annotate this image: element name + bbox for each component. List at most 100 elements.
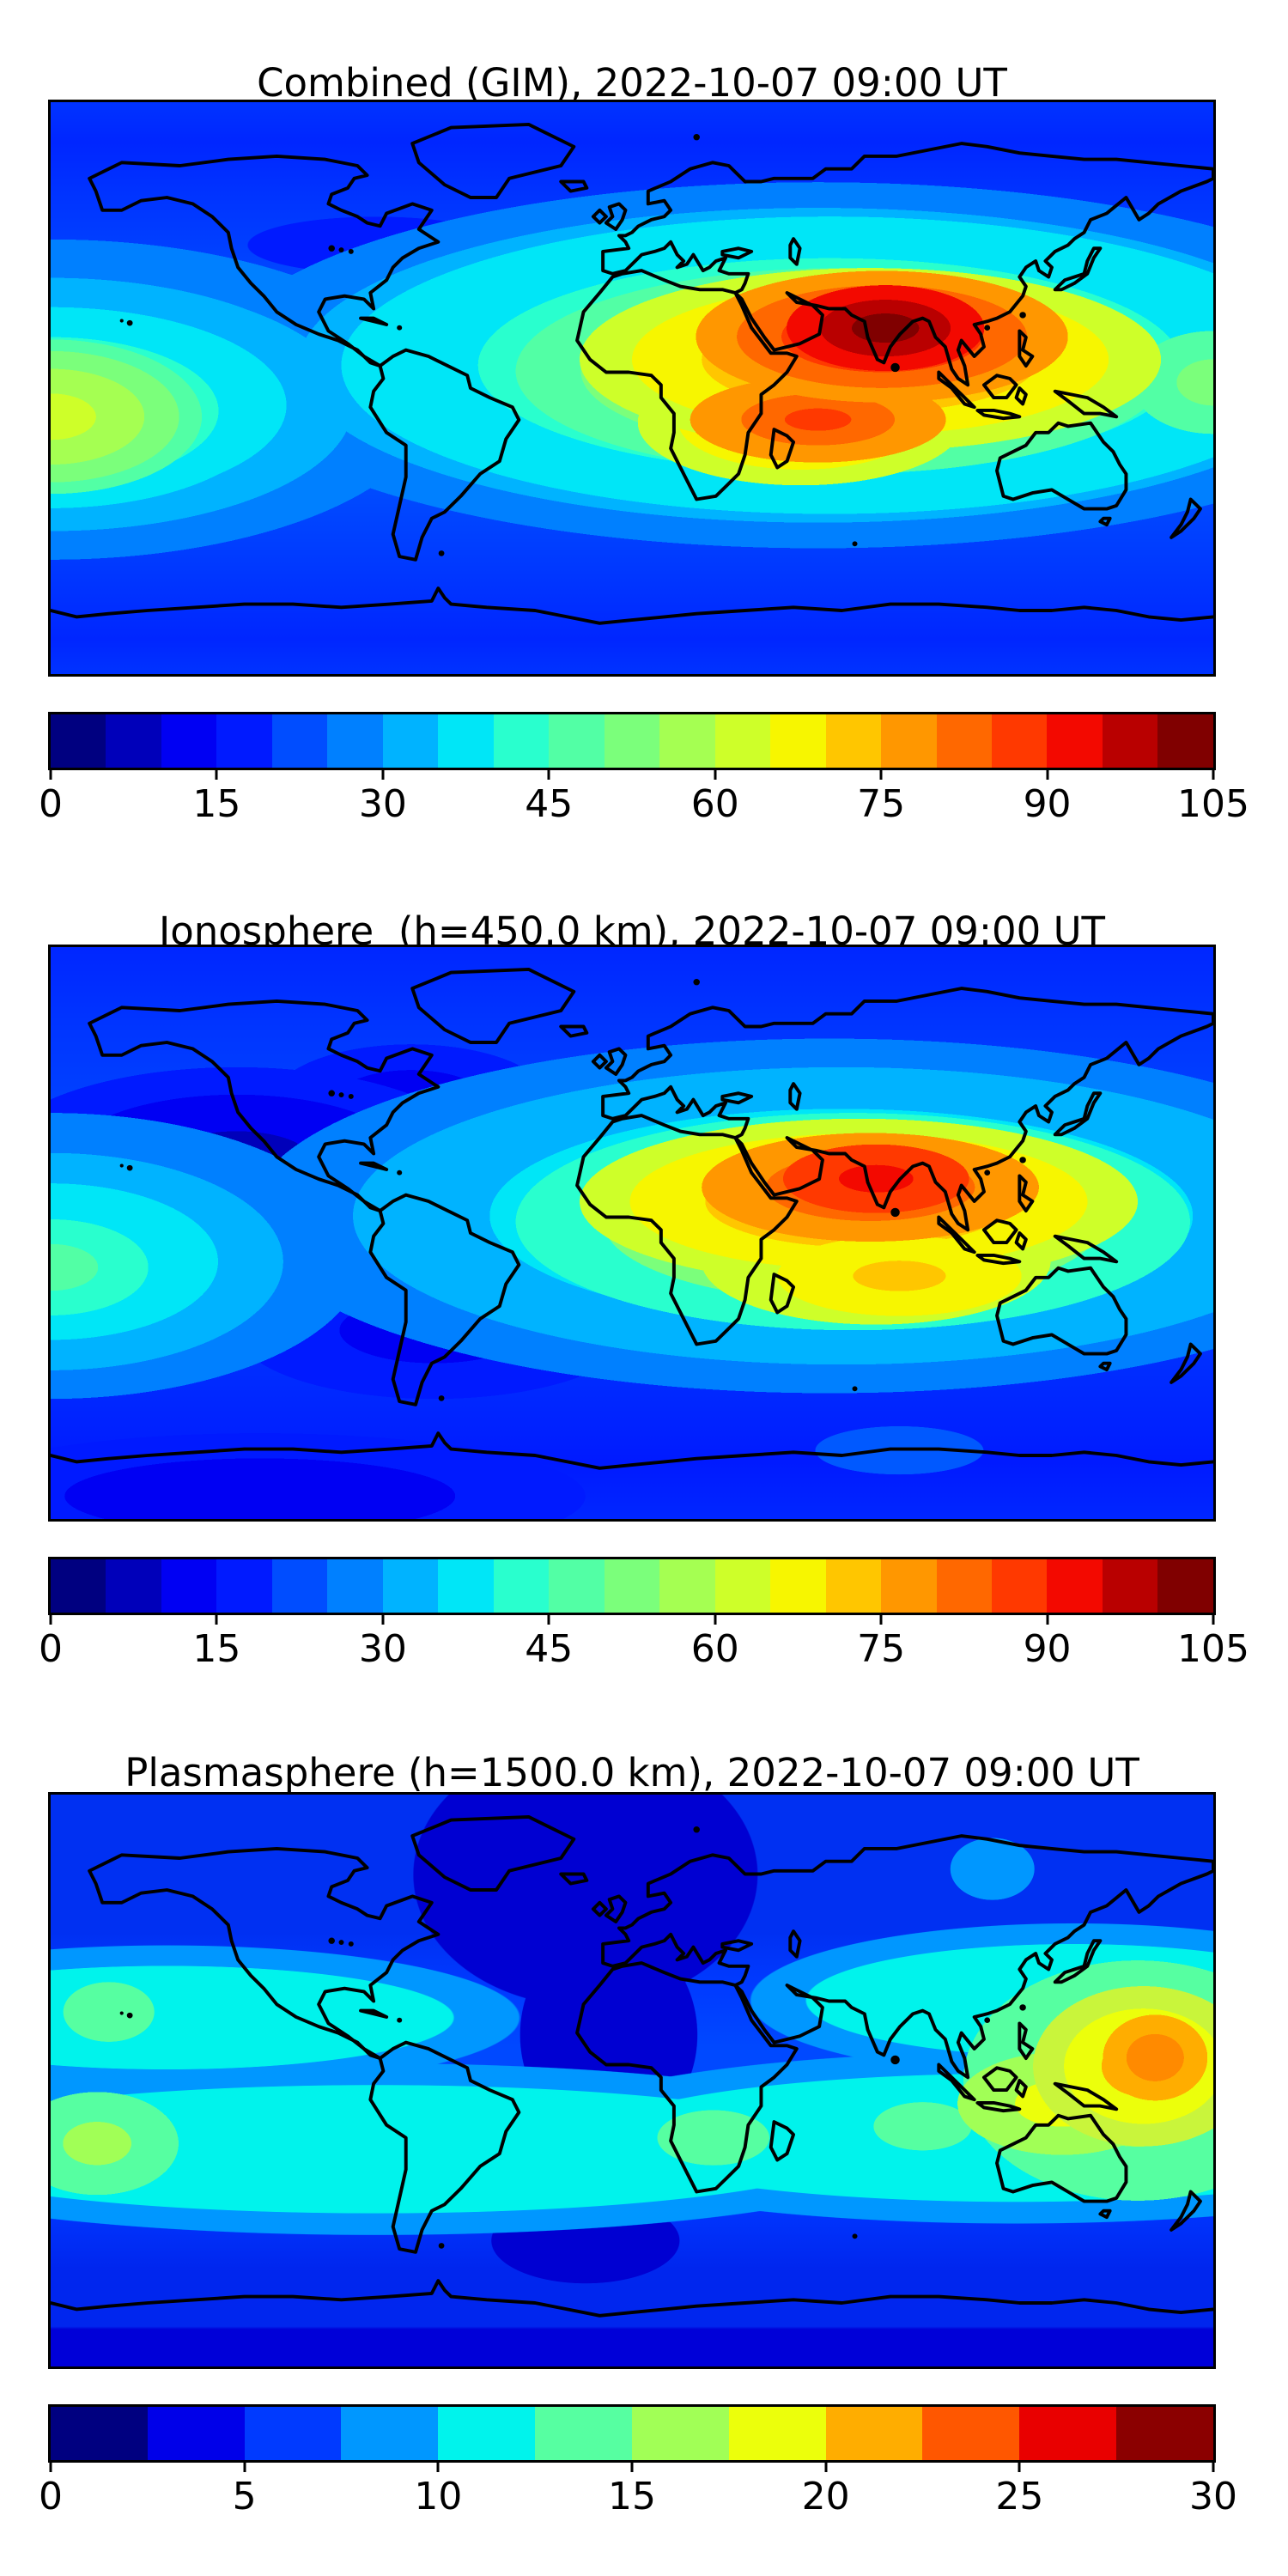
colorbar-tick — [243, 2460, 246, 2472]
colorbar-segment — [631, 2407, 729, 2460]
colorbar-tick-label: 15 — [192, 1627, 241, 1671]
colorbar-tick — [714, 1613, 717, 1625]
colorbar-ticks — [49, 2460, 1215, 2476]
colorbar-tick — [436, 2460, 440, 2472]
colorbar-segment — [161, 714, 217, 768]
colorbar-tick-label: 75 — [857, 1627, 906, 1671]
colorbar-segment — [825, 1559, 882, 1613]
colorbar-segment — [327, 1559, 383, 1613]
colorbar-segment — [438, 2407, 536, 2460]
colorbar-segment — [216, 1559, 272, 1613]
colorbar-segment — [147, 2407, 245, 2460]
colorbar-tick — [49, 1613, 52, 1625]
colorbar-gradient — [51, 2407, 1213, 2460]
world-map-plasmasphere — [48, 1792, 1216, 2369]
colorbar-tick — [879, 1613, 883, 1625]
colorbar-tick — [49, 768, 52, 780]
colorbar-ticks — [49, 1613, 1215, 1628]
colorbar-tick — [547, 768, 550, 780]
colorbar-segment — [161, 1559, 217, 1613]
colorbar-tick — [547, 1613, 550, 1625]
colorbar-tick-label: 30 — [1189, 2475, 1237, 2518]
colorbar-segment — [1047, 714, 1103, 768]
colorbar-segment — [1102, 1559, 1158, 1613]
colorbar-segment — [714, 714, 771, 768]
colorbar-segment — [1116, 2407, 1213, 2460]
colorbar-segment — [991, 1559, 1048, 1613]
coastlines-overlay — [51, 1814, 1213, 2318]
colorbar-tick-label: 105 — [1177, 1627, 1249, 1671]
colorbar-tick-label: 10 — [414, 2475, 463, 2518]
colorbar-segment — [1019, 2407, 1117, 2460]
colorbar-segment — [341, 2407, 439, 2460]
panel-title: Plasmasphere (h=1500.0 km), 2022-10-07 0… — [125, 1750, 1139, 1796]
colorbar-tick — [215, 1613, 218, 1625]
colorbar-tick-label: 0 — [39, 1627, 63, 1671]
colorbar-tick-labels: 0 5 10 15 20 25 30 — [39, 2475, 1237, 2523]
colorbar-segment — [216, 714, 272, 768]
colorbar-segment — [922, 2407, 1020, 2460]
colorbar-segment — [438, 1559, 494, 1613]
colorbar-tick-label: 90 — [1023, 1627, 1072, 1671]
colorbar-segment — [770, 1559, 826, 1613]
colorbar-ticks — [49, 768, 1215, 783]
colorbar-segment — [493, 1559, 550, 1613]
colorbar-gradient — [51, 714, 1213, 768]
colorbar-tick — [714, 768, 717, 780]
colorbar-tick-label: 25 — [995, 2475, 1044, 2518]
colorbar-tick-labels: 0 15 30 45 60 75 90 105 — [39, 782, 1249, 830]
colorbar-tick — [879, 768, 883, 780]
colorbar-tick-label: 60 — [690, 1627, 739, 1671]
colorbar-segment — [659, 1559, 715, 1613]
colorbar-segment — [493, 714, 550, 768]
colorbar-segment — [659, 714, 715, 768]
colorbar-tick-label: 30 — [358, 1627, 407, 1671]
panel-combined: Combined (GIM), 2022-10-07 09:00 UT 0 15 3… — [0, 0, 1288, 845]
colorbar-segment — [106, 714, 161, 768]
colorbar-segment — [936, 714, 992, 768]
panel-title: Combined (GIM), 2022-10-07 09:00 UT — [257, 60, 1007, 106]
colorbar-segment — [714, 1559, 771, 1613]
colorbar-tick-label: 0 — [39, 2475, 63, 2518]
colorbar-tick-label: 15 — [192, 782, 241, 826]
colorbar-segment — [438, 714, 494, 768]
colorbar-tick — [824, 2460, 828, 2472]
colorbar-tick — [1046, 1613, 1049, 1625]
colorbar-segment — [770, 714, 826, 768]
colorbar-segment — [991, 714, 1048, 768]
colorbar-tick-label: 15 — [608, 2475, 656, 2518]
colorbar-tick-label: 20 — [801, 2475, 850, 2518]
colorbar-segment — [936, 1559, 992, 1613]
colorbar-segment — [382, 1559, 439, 1613]
colorbar-tick — [1212, 1613, 1215, 1625]
colorbar-tick-label: 30 — [358, 782, 407, 826]
colorbar-segment — [1102, 714, 1158, 768]
colorbar-segment — [825, 2407, 923, 2460]
colorbar-segment — [604, 714, 660, 768]
colorbar-segment — [604, 1559, 660, 1613]
colorbar-tick-label: 105 — [1177, 782, 1249, 826]
colorbar-segment — [1157, 1559, 1213, 1613]
colorbar-segment — [881, 714, 937, 768]
colorbar-tick — [630, 2460, 634, 2472]
colorbar-tick — [381, 1613, 385, 1625]
colorbar-tick-label: 0 — [39, 782, 63, 826]
colorbar-segment — [51, 714, 106, 768]
coastlines-overlay — [51, 122, 1213, 625]
colorbar-segment — [535, 2407, 632, 2460]
colorbar-segment — [51, 2407, 148, 2460]
colorbar-segment — [881, 1559, 937, 1613]
colorbar-tick-label: 45 — [525, 782, 574, 826]
colorbar-segment — [728, 2407, 826, 2460]
colorbar-tick-label: 45 — [525, 1627, 574, 1671]
colorbar-tick-label: 60 — [690, 782, 739, 826]
colorbar-tick — [215, 768, 218, 780]
colorbar-segment — [1157, 714, 1213, 768]
coastlines-overlay — [51, 967, 1213, 1470]
colorbar-tick-labels: 0 15 30 45 60 75 90 105 — [39, 1627, 1249, 1675]
colorbar-gradient — [51, 1559, 1213, 1613]
colorbar-combined: 0 15 30 45 60 75 90 105 — [39, 712, 1249, 823]
colorbar-tick — [1046, 768, 1049, 780]
colorbar-plasmasphere: 0 5 10 15 20 25 30 — [39, 2404, 1237, 2516]
